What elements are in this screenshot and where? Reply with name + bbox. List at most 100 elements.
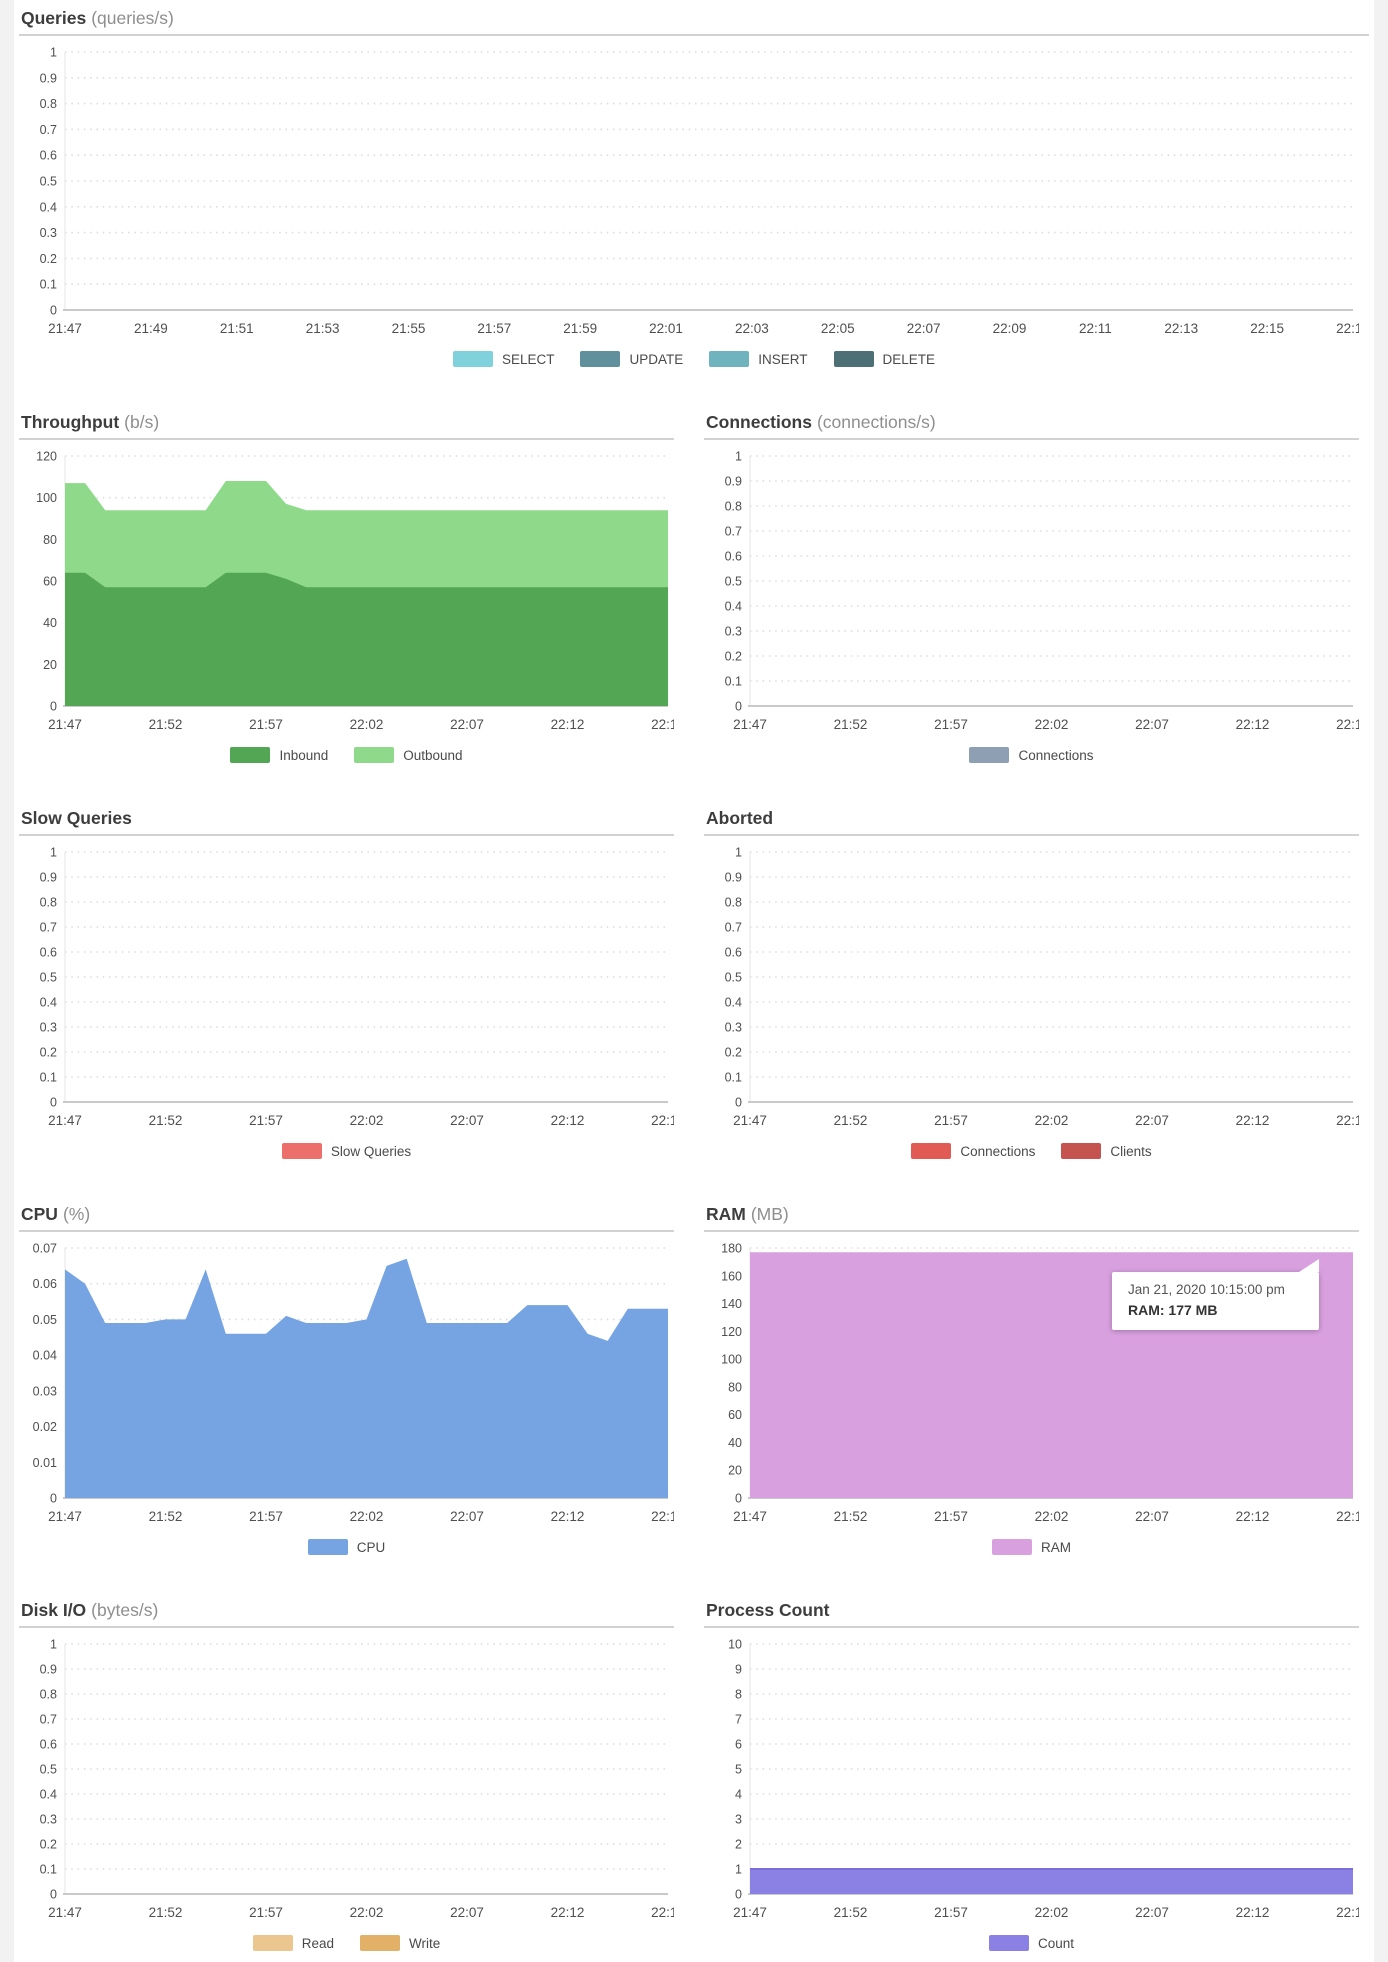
chart-card-process-count: Process Count 0 1 2 3 4 5 6 7 8 9 10 21:47 21:52 21:5… <box>704 1598 1359 1952</box>
svg-text:22:17: 22:17 <box>1336 1113 1359 1128</box>
chart-title-unit: (connections/s) <box>816 412 936 432</box>
svg-text:22:02: 22:02 <box>350 1905 384 1920</box>
svg-text:21:52: 21:52 <box>149 1905 183 1920</box>
svg-text:0.2: 0.2 <box>725 650 742 664</box>
title-divider <box>19 1230 674 1232</box>
svg-text:0.9: 0.9 <box>40 871 57 885</box>
aborted-legend: Connections Clients <box>704 1142 1359 1160</box>
svg-text:22:07: 22:07 <box>450 1113 484 1128</box>
svg-text:1: 1 <box>50 46 57 60</box>
svg-text:0.4: 0.4 <box>725 996 742 1010</box>
chart-title-unit: (MB) <box>750 1204 789 1224</box>
chart-title-text: Slow Queries <box>21 808 132 828</box>
svg-text:0.7: 0.7 <box>40 123 57 137</box>
svg-text:0.5: 0.5 <box>725 971 742 985</box>
dashboard: Queries (queries/s) 0 0.1 0.2 0.3 0.4 0.5 0.6 0.… <box>14 0 1374 1962</box>
svg-text:21:51: 21:51 <box>220 321 254 336</box>
svg-text:1: 1 <box>735 450 742 464</box>
svg-text:22:02: 22:02 <box>1035 1509 1069 1524</box>
charts-row: Disk I/O (bytes/s) 0 0.1 0.2 0.3 0.4 0.5 0.6 0.7… <box>19 1598 1369 1952</box>
legend-label: INSERT <box>758 351 808 367</box>
legend-item-select[interactable]: SELECT <box>452 351 554 367</box>
process-count-plot[interactable]: 0 1 2 3 4 5 6 7 8 9 10 21:47 21:52 21:57 22:02 22:07 22:… <box>704 1632 1359 1924</box>
legend-item-ram[interactable]: RAM <box>992 1539 1071 1555</box>
chart-title-text: Aborted <box>706 808 774 828</box>
svg-text:0: 0 <box>50 1096 57 1110</box>
legend-item-outbound[interactable]: Outbound <box>354 747 463 763</box>
tooltip-timestamp: Jan 21, 2020 10:15:00 pm <box>1128 1282 1285 1297</box>
legend-item-connections[interactable]: Connections <box>911 1143 1035 1159</box>
legend-label: UPDATE <box>629 351 684 367</box>
disk-io-plot[interactable]: 0 0.1 0.2 0.3 0.4 0.5 0.6 0.7 0.8 0.9 1 21:47 21:52 2… <box>19 1632 674 1924</box>
legend-item-connections[interactable]: Connections <box>969 747 1094 763</box>
legend-swatch <box>709 351 750 367</box>
svg-text:21:52: 21:52 <box>834 1509 868 1524</box>
chart-card-connections: Connections (connections/s) 0 0.1 0.2 0.3 0.4… <box>704 410 1359 764</box>
legend-label: Read <box>301 1935 334 1951</box>
svg-text:1: 1 <box>50 846 57 860</box>
svg-text:21:52: 21:52 <box>834 1905 868 1920</box>
legend-item-clients[interactable]: Clients <box>1061 1143 1152 1159</box>
svg-text:21:47: 21:47 <box>733 1509 767 1524</box>
svg-text:0.6: 0.6 <box>725 946 742 960</box>
legend-item-cpu[interactable]: CPU <box>307 1539 385 1555</box>
svg-text:21:57: 21:57 <box>249 1509 283 1524</box>
svg-text:0.8: 0.8 <box>40 896 57 910</box>
svg-text:0.9: 0.9 <box>40 71 57 85</box>
legend-item-delete[interactable]: DELETE <box>833 351 935 367</box>
legend-swatch <box>911 1143 952 1159</box>
svg-text:0.1: 0.1 <box>725 675 742 689</box>
svg-text:22:12: 22:12 <box>1236 1113 1270 1128</box>
svg-text:22:07: 22:07 <box>1135 1905 1169 1920</box>
connections-plot[interactable]: 0 0.1 0.2 0.3 0.4 0.5 0.6 0.7 0.8 0.9 1 21:47 21:52 2… <box>704 444 1359 736</box>
svg-text:21:57: 21:57 <box>249 717 283 732</box>
svg-text:0.3: 0.3 <box>725 1021 742 1035</box>
chart-title-text: Disk I/O <box>21 1600 87 1620</box>
legend-item-update[interactable]: UPDATE <box>580 351 683 367</box>
svg-text:21:47: 21:47 <box>733 1113 767 1128</box>
aborted-plot[interactable]: 0 0.1 0.2 0.3 0.4 0.5 0.6 0.7 0.8 0.9 1 21:47 21:52 2… <box>704 840 1359 1132</box>
svg-text:0.3: 0.3 <box>40 1021 57 1035</box>
svg-text:0.07: 0.07 <box>33 1242 57 1256</box>
svg-text:0.02: 0.02 <box>33 1420 57 1434</box>
cpu-plot[interactable]: 0 0.01 0.02 0.03 0.04 0.05 0.06 0.07 21:47 21:52 2… <box>19 1236 674 1528</box>
svg-text:22:17: 22:17 <box>651 1113 674 1128</box>
charts-row: Throughput (b/s) 0 20 40 60 80 100 120 21:47 21:5… <box>19 410 1369 764</box>
chart-card-aborted: Aborted 0 0.1 0.2 0.3 0.4 0.5 0.6 0.7 0.8 0.9 1 21:… <box>704 806 1359 1160</box>
connections-title: Connections (connections/s) <box>706 410 1359 434</box>
svg-text:7: 7 <box>735 1713 742 1727</box>
legend-label: Count <box>1037 1935 1075 1951</box>
legend-item-slow-queries[interactable]: Slow Queries <box>281 1143 411 1159</box>
legend-label: Outbound <box>403 747 463 763</box>
svg-text:0.9: 0.9 <box>725 475 742 489</box>
svg-text:21:57: 21:57 <box>249 1113 283 1128</box>
svg-text:0.04: 0.04 <box>33 1349 57 1363</box>
tooltip-value: RAM: 177 MB <box>1128 1302 1218 1318</box>
legend-item-inbound[interactable]: Inbound <box>230 747 328 763</box>
svg-text:0.1: 0.1 <box>40 278 57 292</box>
svg-text:180: 180 <box>721 1242 742 1256</box>
legend-item-count[interactable]: Count <box>988 1935 1075 1951</box>
svg-text:22:12: 22:12 <box>551 1509 585 1524</box>
svg-text:22:17: 22:17 <box>1336 717 1359 732</box>
slow-queries-plot[interactable]: 0 0.1 0.2 0.3 0.4 0.5 0.6 0.7 0.8 0.9 1 21:47 21:52 2… <box>19 840 674 1132</box>
svg-text:60: 60 <box>43 575 57 589</box>
queries-plot[interactable]: 0 0.1 0.2 0.3 0.4 0.5 0.6 0.7 0.8 0.9 1 21:47 21:49 2… <box>19 40 1359 340</box>
tooltip-arrow <box>1299 1259 1319 1272</box>
legend-item-read[interactable]: Read <box>252 1935 334 1951</box>
svg-text:21:57: 21:57 <box>934 1113 968 1128</box>
svg-text:1: 1 <box>735 846 742 860</box>
svg-text:22:03: 22:03 <box>735 321 769 336</box>
svg-text:22:09: 22:09 <box>993 321 1027 336</box>
svg-text:21:52: 21:52 <box>149 1113 183 1128</box>
svg-text:22:12: 22:12 <box>551 1905 585 1920</box>
legend-item-write[interactable]: Write <box>360 1935 440 1951</box>
legend-label: Connections <box>960 1143 1036 1159</box>
chart-title-text: Connections <box>706 412 812 432</box>
svg-text:0.4: 0.4 <box>40 996 57 1010</box>
legend-item-insert[interactable]: INSERT <box>709 351 808 367</box>
connections-legend: Connections <box>704 746 1359 764</box>
throughput-plot[interactable]: 0 20 40 60 80 100 120 21:47 21:52 21:57 22:02 22:07… <box>19 444 674 736</box>
svg-text:0.8: 0.8 <box>40 97 57 111</box>
svg-text:0.3: 0.3 <box>40 226 57 240</box>
